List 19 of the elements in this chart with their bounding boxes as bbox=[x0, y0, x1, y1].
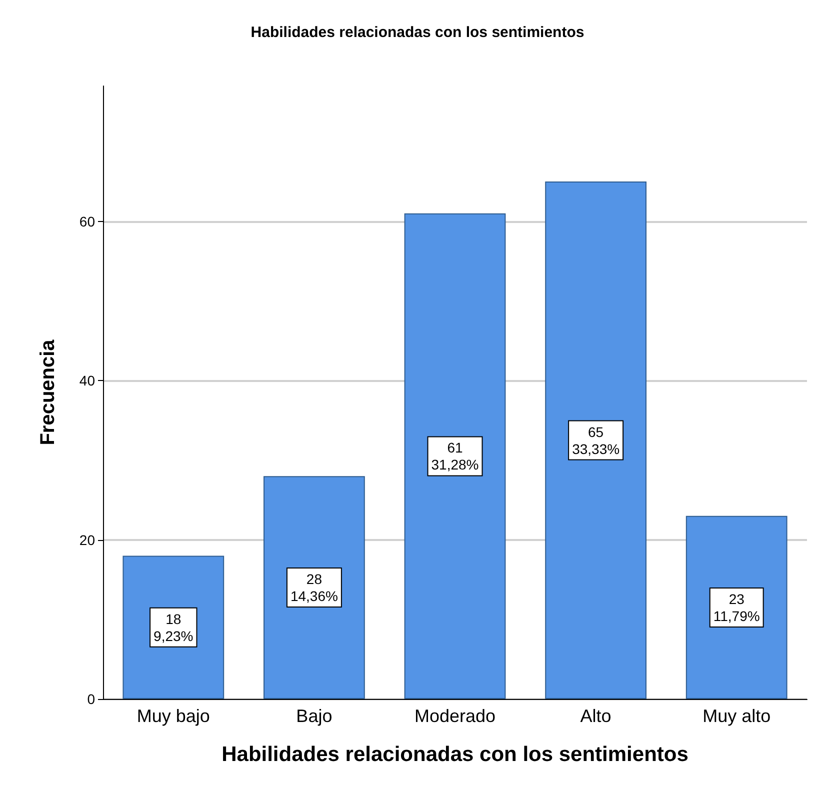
y-tick-label: 0 bbox=[87, 691, 96, 707]
data-label: 61 31,28% bbox=[431, 440, 479, 473]
x-tick-label: Alto bbox=[580, 706, 612, 726]
y-tick-label: 40 bbox=[79, 372, 96, 389]
data-label: 23 11,79% bbox=[713, 590, 760, 624]
y-tick-label: 60 bbox=[79, 213, 96, 230]
bar bbox=[545, 182, 646, 699]
y-tick-label: 20 bbox=[79, 532, 96, 548]
data-label: 28 14,36% bbox=[290, 571, 338, 604]
x-tick-label: Moderado bbox=[414, 706, 496, 726]
bar bbox=[404, 213, 506, 699]
x-axis-title: Habilidades relacionadas con los sentimientos bbox=[222, 743, 688, 766]
chart-title: Habilidades relacionadas con los sentimientos bbox=[250, 24, 584, 41]
y-axis-title: Frecuencia bbox=[37, 338, 59, 446]
x-tick-label: Muy bajo bbox=[136, 706, 210, 726]
data-label: 18 9,23% bbox=[154, 610, 194, 644]
x-tick-label: Bajo bbox=[296, 706, 332, 726]
data-label: 65 33,33% bbox=[572, 424, 620, 457]
x-tick-label: Muy alto bbox=[702, 706, 771, 726]
